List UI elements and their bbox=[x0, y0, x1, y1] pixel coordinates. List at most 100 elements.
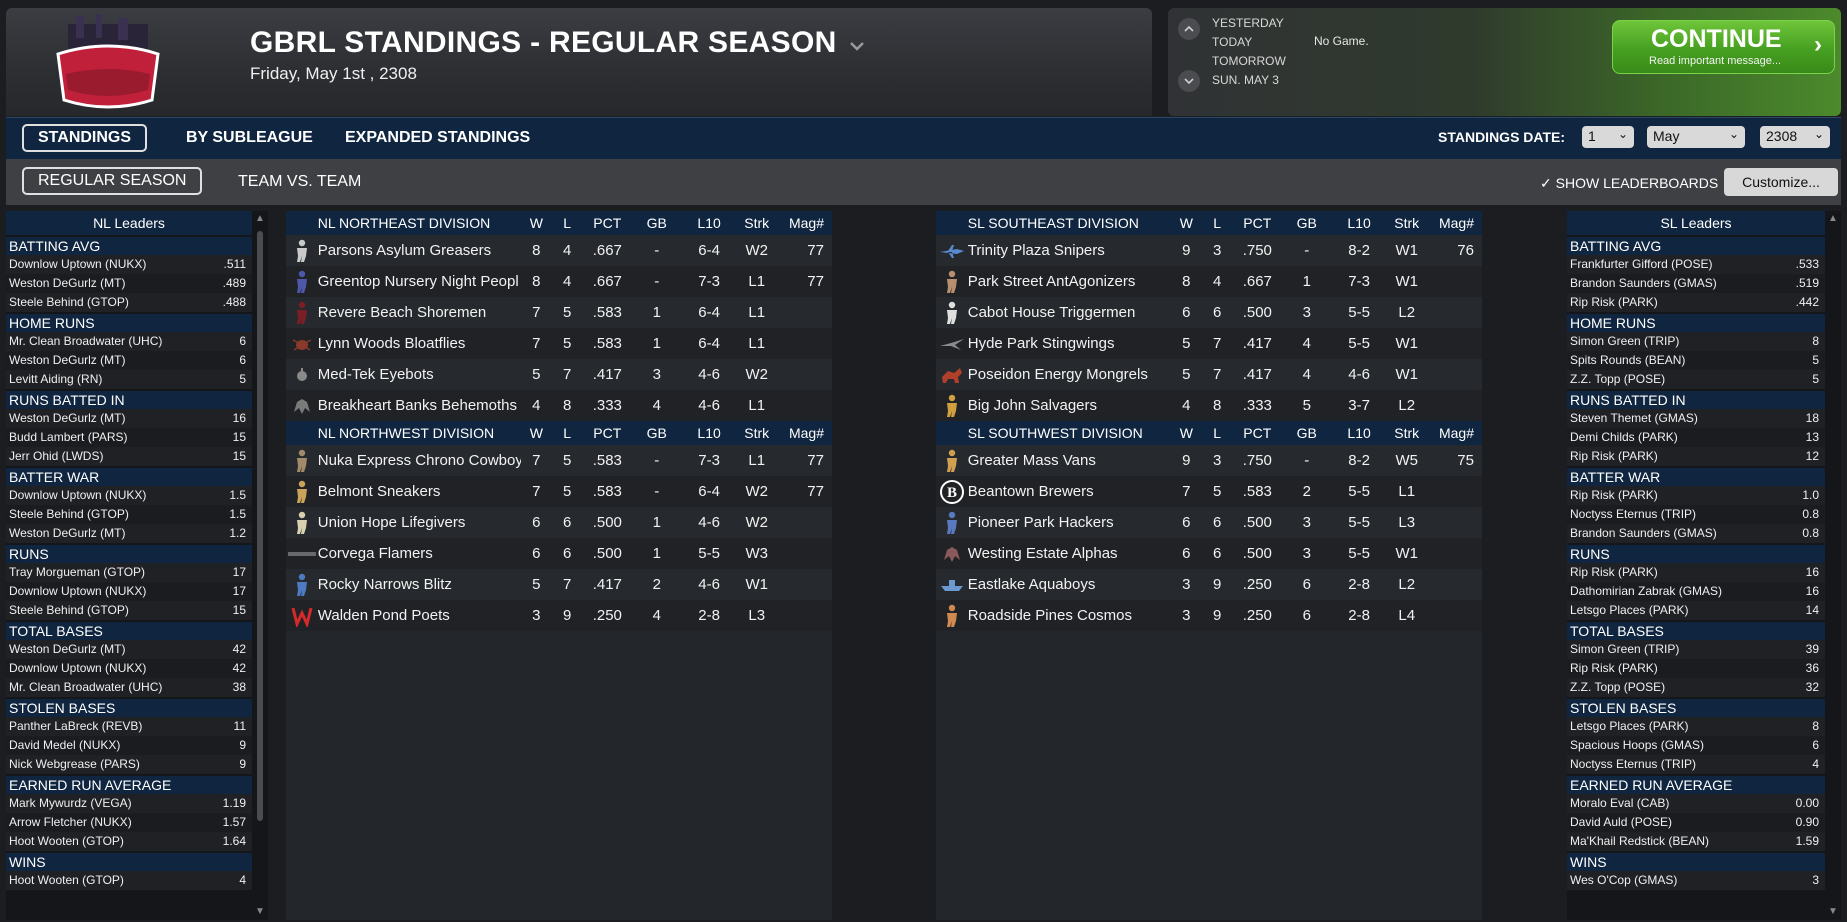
leader-row[interactable]: Noctyss Eternus (TRIP) 4 bbox=[1567, 755, 1825, 774]
team-name[interactable]: Park Street AntAgonizers bbox=[967, 273, 1136, 290]
table-row[interactable]: Big John Salvagers 4 8 .333 5 3-7 L2 bbox=[936, 390, 1482, 421]
table-row[interactable]: Walden Pond Poets 3 9 .250 4 2-8 L3 bbox=[286, 600, 832, 631]
team-name[interactable]: Poseidon Energy Mongrels bbox=[967, 366, 1148, 383]
leader-row[interactable]: Weston DeGurlz (MT) 42 bbox=[6, 640, 252, 659]
column-header[interactable]: L10 bbox=[1347, 425, 1371, 441]
leader-row[interactable]: Moralo Eval (CAB) 0.00 bbox=[1567, 794, 1825, 813]
leader-row[interactable]: Mr. Clean Broadwater (UHC) 6 bbox=[6, 332, 252, 351]
leader-player[interactable]: David Medel (NUKX) bbox=[9, 738, 121, 752]
leader-row[interactable]: Rip Risk (PARK) 36 bbox=[1567, 659, 1825, 678]
leader-row[interactable]: Steven Themet (GMAS) 18 bbox=[1567, 409, 1825, 428]
leader-row[interactable]: Downlow Uptown (NUKX) 17 bbox=[6, 582, 252, 601]
table-row[interactable]: Rocky Narrows Blitz 5 7 .417 2 4-6 W1 bbox=[286, 569, 832, 600]
column-header[interactable]: PCT bbox=[1243, 425, 1272, 441]
table-row[interactable]: B Beantown Brewers 7 5 .583 2 5-5 L1 bbox=[936, 476, 1482, 507]
table-row[interactable]: Park Street AntAgonizers 8 4 .667 1 7-3 W1 bbox=[936, 266, 1482, 297]
day-next[interactable]: SUN. MAY 3 bbox=[1212, 73, 1279, 87]
leader-player[interactable]: Rip Risk (PARK) bbox=[1570, 661, 1658, 675]
column-header[interactable]: Mag# bbox=[1438, 425, 1474, 441]
leader-player[interactable]: Simon Green (TRIP) bbox=[1570, 334, 1680, 348]
column-header[interactable]: L bbox=[563, 425, 572, 441]
leader-player[interactable]: Z.Z. Topp (POSE) bbox=[1570, 372, 1666, 386]
leader-player[interactable]: Steven Themet (GMAS) bbox=[1570, 411, 1698, 425]
team-name[interactable]: Roadside Pines Cosmos bbox=[967, 607, 1132, 624]
column-header[interactable]: GB bbox=[646, 425, 667, 441]
leader-row[interactable]: Levitt Aiding (RN) 5 bbox=[6, 370, 252, 389]
column-header[interactable]: L bbox=[1213, 215, 1222, 231]
leader-row[interactable]: Downlow Uptown (NUKX) .511 bbox=[6, 255, 252, 274]
leader-row[interactable]: Spacious Hoops (GMAS) 6 bbox=[1567, 736, 1825, 755]
column-header[interactable]: L bbox=[563, 215, 572, 231]
leader-player[interactable]: Weston DeGurlz (MT) bbox=[9, 642, 126, 656]
team-name[interactable]: Belmont Sneakers bbox=[317, 483, 441, 500]
leader-row[interactable]: Z.Z. Topp (POSE) 5 bbox=[1567, 370, 1825, 389]
team-name[interactable]: Westing Estate Alphas bbox=[967, 545, 1118, 562]
leader-player[interactable]: Levitt Aiding (RN) bbox=[9, 372, 103, 386]
leader-row[interactable]: David Medel (NUKX) 9 bbox=[6, 736, 252, 755]
table-row[interactable]: Hyde Park Stingwings 5 7 .417 4 5-5 W1 bbox=[936, 328, 1482, 359]
column-header[interactable]: Strk bbox=[1394, 215, 1420, 231]
leader-player[interactable]: Downlow Uptown (NUKX) bbox=[9, 257, 147, 271]
date-month-select[interactable]: May ⌄ bbox=[1647, 126, 1745, 148]
column-header[interactable]: W bbox=[1179, 215, 1193, 231]
leader-row[interactable]: Letsgo Places (PARK) 14 bbox=[1567, 601, 1825, 620]
leader-player[interactable]: Wes O'Cop (GMAS) bbox=[1570, 873, 1678, 887]
customize-button[interactable]: Customize... bbox=[1724, 168, 1838, 196]
leader-row[interactable]: Brandon Saunders (GMAS) 0.8 bbox=[1567, 524, 1825, 543]
leader-player[interactable]: Weston DeGurlz (MT) bbox=[9, 276, 126, 290]
leader-row[interactable]: Downlow Uptown (NUKX) 1.5 bbox=[6, 486, 252, 505]
leader-player[interactable]: Simon Green (TRIP) bbox=[1570, 642, 1680, 656]
chevron-up-icon[interactable] bbox=[1178, 18, 1200, 40]
table-row[interactable]: Belmont Sneakers 7 5 .583 - 6-4 W2 77 bbox=[286, 476, 832, 507]
leader-player[interactable]: Moralo Eval (CAB) bbox=[1570, 796, 1670, 810]
column-header[interactable]: GB bbox=[1296, 215, 1317, 231]
column-header[interactable]: Strk bbox=[744, 215, 770, 231]
column-header[interactable]: W bbox=[529, 215, 543, 231]
leader-player[interactable]: Steele Behind (GTOP) bbox=[9, 507, 129, 521]
tab-regular-season[interactable]: REGULAR SEASON bbox=[22, 167, 203, 195]
leader-player[interactable]: Hoot Wooten (GTOP) bbox=[9, 873, 124, 887]
leader-player[interactable]: Panther LaBreck (REVB) bbox=[9, 719, 143, 733]
column-header[interactable]: L10 bbox=[1347, 215, 1371, 231]
leader-row[interactable]: David Auld (POSE) 0.90 bbox=[1567, 813, 1825, 832]
leader-player[interactable]: Rip Risk (PARK) bbox=[1570, 449, 1658, 463]
column-header[interactable]: L bbox=[1213, 425, 1222, 441]
leader-player[interactable]: Spits Rounds (BEAN) bbox=[1570, 353, 1686, 367]
table-row[interactable]: Trinity Plaza Snipers 9 3 .750 - 8-2 W1 76 bbox=[936, 235, 1482, 266]
chevron-up-icon[interactable]: ▲ bbox=[1828, 213, 1838, 224]
leader-row[interactable]: Demi Childs (PARK) 13 bbox=[1567, 428, 1825, 447]
table-row[interactable]: Lynn Woods Bloatflies 7 5 .583 1 6-4 L1 bbox=[286, 328, 832, 359]
team-name[interactable]: Nuka Express Chrono Cowboy bbox=[317, 452, 522, 469]
column-header[interactable]: Strk bbox=[1394, 425, 1420, 441]
leader-row[interactable]: Weston DeGurlz (MT) 1.2 bbox=[6, 524, 252, 543]
chevron-down-icon[interactable] bbox=[1178, 70, 1200, 92]
team-name[interactable]: Parsons Asylum Greasers bbox=[317, 242, 492, 259]
chevron-down-icon[interactable]: ▼ bbox=[255, 906, 265, 917]
table-row[interactable]: Eastlake Aquaboys 3 9 .250 6 2-8 L2 bbox=[936, 569, 1482, 600]
leader-row[interactable]: Simon Green (TRIP) 8 bbox=[1567, 332, 1825, 351]
team-name[interactable]: Breakheart Banks Behemoths bbox=[317, 397, 518, 414]
leader-row[interactable]: Panther LaBreck (REVB) 11 bbox=[6, 717, 252, 736]
show-leaderboards-toggle[interactable]: ✓ SHOW LEADERBOARDS bbox=[1540, 175, 1718, 192]
team-name[interactable]: Eastlake Aquaboys bbox=[967, 576, 1096, 593]
leader-row[interactable]: Budd Lambert (PARS) 15 bbox=[6, 428, 252, 447]
leader-row[interactable]: Wes O'Cop (GMAS) 3 bbox=[1567, 871, 1825, 890]
table-row[interactable]: Poseidon Energy Mongrels 5 7 .417 4 4-6 W1 bbox=[936, 359, 1482, 390]
team-name[interactable]: Med-Tek Eyebots bbox=[317, 366, 434, 383]
leader-row[interactable]: Hoot Wooten (GTOP) 1.64 bbox=[6, 832, 252, 851]
leader-player[interactable]: Weston DeGurlz (MT) bbox=[9, 526, 126, 540]
column-header[interactable]: L10 bbox=[697, 425, 721, 441]
leader-row[interactable]: Rip Risk (PARK) 12 bbox=[1567, 447, 1825, 466]
day-today[interactable]: TODAY bbox=[1212, 35, 1253, 49]
day-yesterday[interactable]: YESTERDAY bbox=[1212, 16, 1284, 30]
team-name[interactable]: Pioneer Park Hackers bbox=[967, 514, 1114, 531]
team-name[interactable]: Greentop Nursery Night Peopl bbox=[317, 273, 519, 290]
table-row[interactable]: Revere Beach Shoremen 7 5 .583 1 6-4 L1 bbox=[286, 297, 832, 328]
leader-row[interactable]: Arrow Fletcher (NUKX) 1.57 bbox=[6, 813, 252, 832]
tab-expanded-standings[interactable]: EXPANDED STANDINGS bbox=[345, 129, 531, 146]
league-logo[interactable] bbox=[48, 14, 168, 114]
leader-player[interactable]: Rip Risk (PARK) bbox=[1570, 565, 1658, 579]
leader-player[interactable]: Jerr Ohid (LWDS) bbox=[9, 449, 104, 463]
leader-player[interactable]: Budd Lambert (PARS) bbox=[9, 430, 128, 444]
leader-row[interactable]: Jerr Ohid (LWDS) 15 bbox=[6, 447, 252, 466]
